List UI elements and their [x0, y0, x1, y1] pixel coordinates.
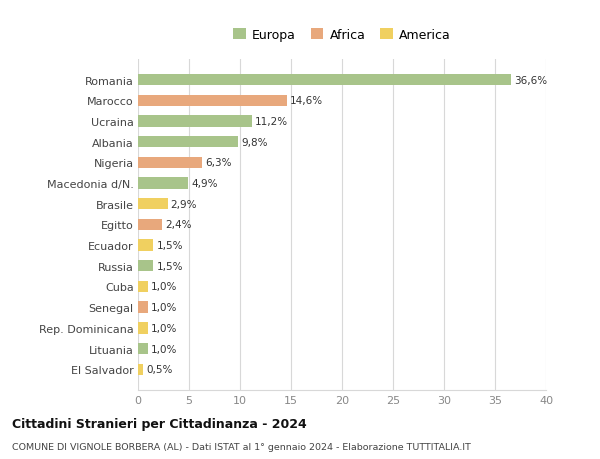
Text: 9,8%: 9,8%: [241, 137, 268, 147]
Bar: [138, 364, 143, 375]
Text: 36,6%: 36,6%: [514, 75, 548, 85]
Text: 1,0%: 1,0%: [151, 344, 178, 354]
Text: 1,5%: 1,5%: [157, 241, 183, 251]
Bar: [138, 178, 188, 189]
Bar: [138, 302, 148, 313]
Bar: [138, 261, 154, 272]
Text: 1,0%: 1,0%: [151, 302, 178, 313]
Text: 0,5%: 0,5%: [146, 364, 173, 375]
Bar: [138, 95, 287, 106]
Text: 2,4%: 2,4%: [166, 220, 192, 230]
Text: 14,6%: 14,6%: [290, 96, 323, 106]
Bar: [138, 137, 238, 148]
Bar: [138, 240, 154, 251]
Bar: [138, 343, 148, 354]
Text: COMUNE DI VIGNOLE BORBERA (AL) - Dati ISTAT al 1° gennaio 2024 - Elaborazione TU: COMUNE DI VIGNOLE BORBERA (AL) - Dati IS…: [12, 442, 471, 451]
Text: 1,0%: 1,0%: [151, 282, 178, 292]
Text: Cittadini Stranieri per Cittadinanza - 2024: Cittadini Stranieri per Cittadinanza - 2…: [12, 418, 307, 431]
Text: 1,5%: 1,5%: [157, 261, 183, 271]
Bar: [138, 199, 167, 210]
Bar: [138, 116, 252, 127]
Text: 4,9%: 4,9%: [191, 179, 218, 189]
Legend: Europa, Africa, America: Europa, Africa, America: [230, 26, 454, 44]
Bar: [138, 219, 163, 230]
Text: 11,2%: 11,2%: [256, 117, 289, 127]
Text: 2,9%: 2,9%: [170, 199, 197, 209]
Text: 6,3%: 6,3%: [205, 158, 232, 168]
Bar: [138, 323, 148, 334]
Bar: [138, 157, 202, 168]
Bar: [138, 281, 148, 292]
Bar: [138, 75, 511, 86]
Text: 1,0%: 1,0%: [151, 323, 178, 333]
